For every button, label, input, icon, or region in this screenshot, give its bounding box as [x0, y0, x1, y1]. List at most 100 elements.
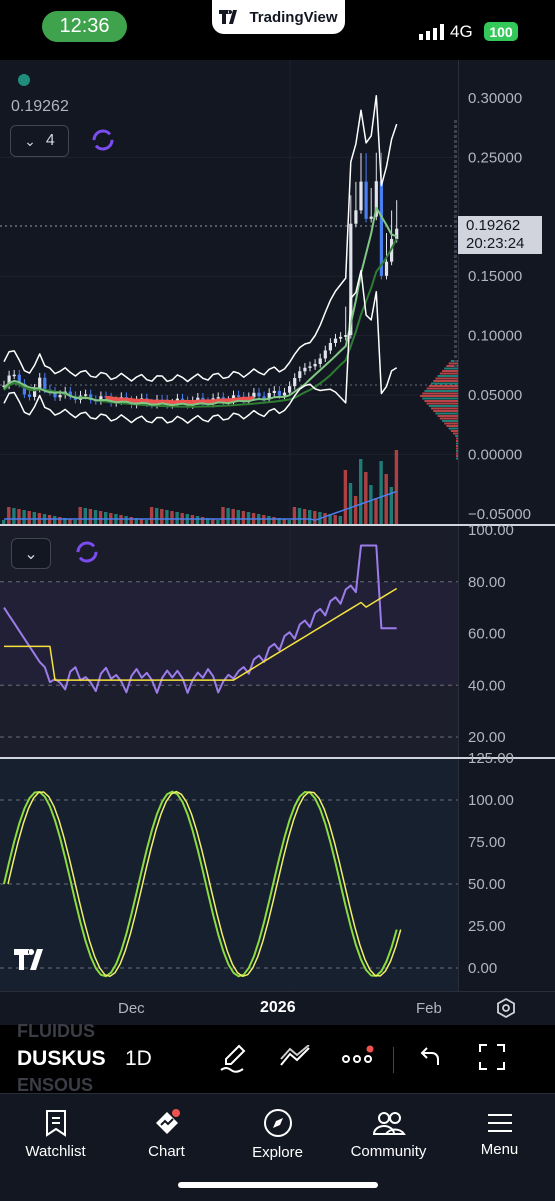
symbol-button[interactable]: DUSKUS [17, 1047, 106, 1070]
sync-icon[interactable] [91, 128, 115, 152]
ghost-symbol-below: ENSOUS [17, 1075, 94, 1095]
candle-body [33, 388, 37, 397]
volume-bar [27, 511, 31, 524]
volume-bar [333, 515, 337, 524]
rsi-collapse-button[interactable]: ⌄ [11, 538, 51, 569]
tab-explore[interactable]: Explore [222, 1094, 333, 1174]
network-type: 4G [450, 22, 473, 41]
volume-profile-bar [454, 145, 457, 148]
brush-icon[interactable] [219, 1043, 247, 1073]
time-axis[interactable] [0, 991, 555, 1026]
volume-bar [353, 496, 358, 524]
volume-profile-bar [453, 432, 458, 435]
candle-body [369, 216, 373, 219]
volume-profile-bar [454, 185, 457, 188]
price-tick-label: 0.00000 [468, 446, 522, 463]
volume-profile-bar [454, 225, 457, 228]
more-options-icon[interactable] [341, 1045, 375, 1069]
stoch-k-line [3, 790, 398, 978]
volume-bar [384, 474, 388, 524]
tab-chart[interactable]: Chart [111, 1094, 222, 1174]
volume-profile-bar [454, 260, 457, 263]
candle-body [196, 397, 200, 402]
tab-watchlist[interactable]: Watchlist [0, 1094, 111, 1174]
volume-profile-bar [439, 417, 458, 420]
time-label-feb: Feb [416, 1000, 442, 1017]
volume-bar [374, 498, 378, 524]
clock-pill[interactable]: 12:36 [42, 11, 127, 42]
volume-profile-bar [454, 320, 457, 323]
current-price-label: 0.19262 20:23:24 [458, 216, 542, 254]
candle-body [68, 391, 72, 397]
volume-profile-bar [456, 457, 458, 460]
candle-body [349, 223, 353, 336]
undo-icon[interactable] [418, 1045, 444, 1069]
pane-separator [0, 757, 555, 759]
volume-bar [129, 517, 133, 524]
candle-body [303, 367, 307, 372]
candle-body [22, 383, 26, 395]
candle-body [374, 181, 378, 217]
bookmark-icon [45, 1109, 66, 1137]
volume-profile-bar [446, 365, 458, 367]
candle-body [7, 375, 11, 386]
tab-label: Chart [148, 1142, 185, 1160]
volume-profile-bar [454, 240, 457, 243]
stochastic-pane[interactable] [0, 759, 458, 991]
volume-profile-bar [454, 310, 457, 313]
volume-profile-bar [444, 367, 458, 370]
last-value: 0.19262 [11, 98, 69, 115]
volume-profile-bar [450, 430, 458, 432]
price-pane[interactable] [0, 60, 458, 524]
line-tools-icon[interactable] [279, 1045, 311, 1069]
volume-profile-bar [456, 442, 458, 445]
volume-profile-bar [454, 270, 457, 273]
candle-body [43, 377, 47, 390]
volume-profile-bar [454, 295, 457, 298]
chart-settings-icon[interactable] [495, 997, 517, 1019]
volume-profile-bar [456, 437, 458, 440]
volume-profile-bar [454, 165, 457, 168]
volume-bar [359, 459, 363, 524]
stoch-tick-label: 125.00 [468, 750, 514, 767]
tab-menu[interactable]: Menu [444, 1094, 555, 1174]
volume-bar [175, 512, 179, 524]
fullscreen-icon[interactable] [478, 1043, 506, 1071]
stoch-tick-label: 75.00 [468, 834, 506, 851]
candle-body [53, 391, 57, 398]
candle-body [288, 386, 292, 393]
volume-bar [211, 519, 215, 524]
candle-body [99, 396, 103, 402]
sync-icon[interactable] [75, 540, 99, 564]
volume-profile-bar [455, 435, 458, 437]
rsi-tick-label: 100.00 [468, 522, 514, 539]
volume-profile-bar [442, 370, 458, 372]
volume-bar [267, 516, 271, 524]
indicator-toggle-button[interactable]: ⌄ 4 [10, 125, 69, 157]
volume-bar [221, 507, 225, 524]
volume-bar [231, 509, 235, 524]
rsi-tick-label: 80.00 [468, 574, 506, 591]
tab-community[interactable]: Community [333, 1094, 444, 1174]
volume-bar [134, 518, 138, 524]
volume-bar [343, 470, 348, 524]
volume-profile-bar [454, 290, 457, 293]
chart-area[interactable]: 0.30000 0.25000 0.15000 0.10000 0.05000 0.000… [0, 60, 555, 1026]
candle-body [298, 371, 302, 379]
volume-bar [394, 450, 399, 524]
volume-profile-bar [454, 205, 457, 208]
volume-bar [104, 512, 108, 524]
volume-bar [32, 512, 36, 524]
volume-profile-bar [433, 380, 458, 382]
volume-profile-bar [433, 410, 458, 412]
volume-profile-bar [454, 130, 457, 133]
volume-profile-bar [454, 285, 457, 288]
app-banner[interactable]: TradingView [212, 0, 345, 34]
ma-line-dark-green [3, 238, 398, 408]
volume-profile-bar [442, 420, 458, 422]
chart-canvas[interactable]: 0.300000.250000.150000.100000.050000.000… [0, 60, 555, 1025]
volume-bar [160, 509, 164, 524]
volume-bar [246, 512, 251, 524]
interval-button[interactable]: 1D [125, 1047, 152, 1070]
volume-profile-bar [448, 427, 458, 430]
